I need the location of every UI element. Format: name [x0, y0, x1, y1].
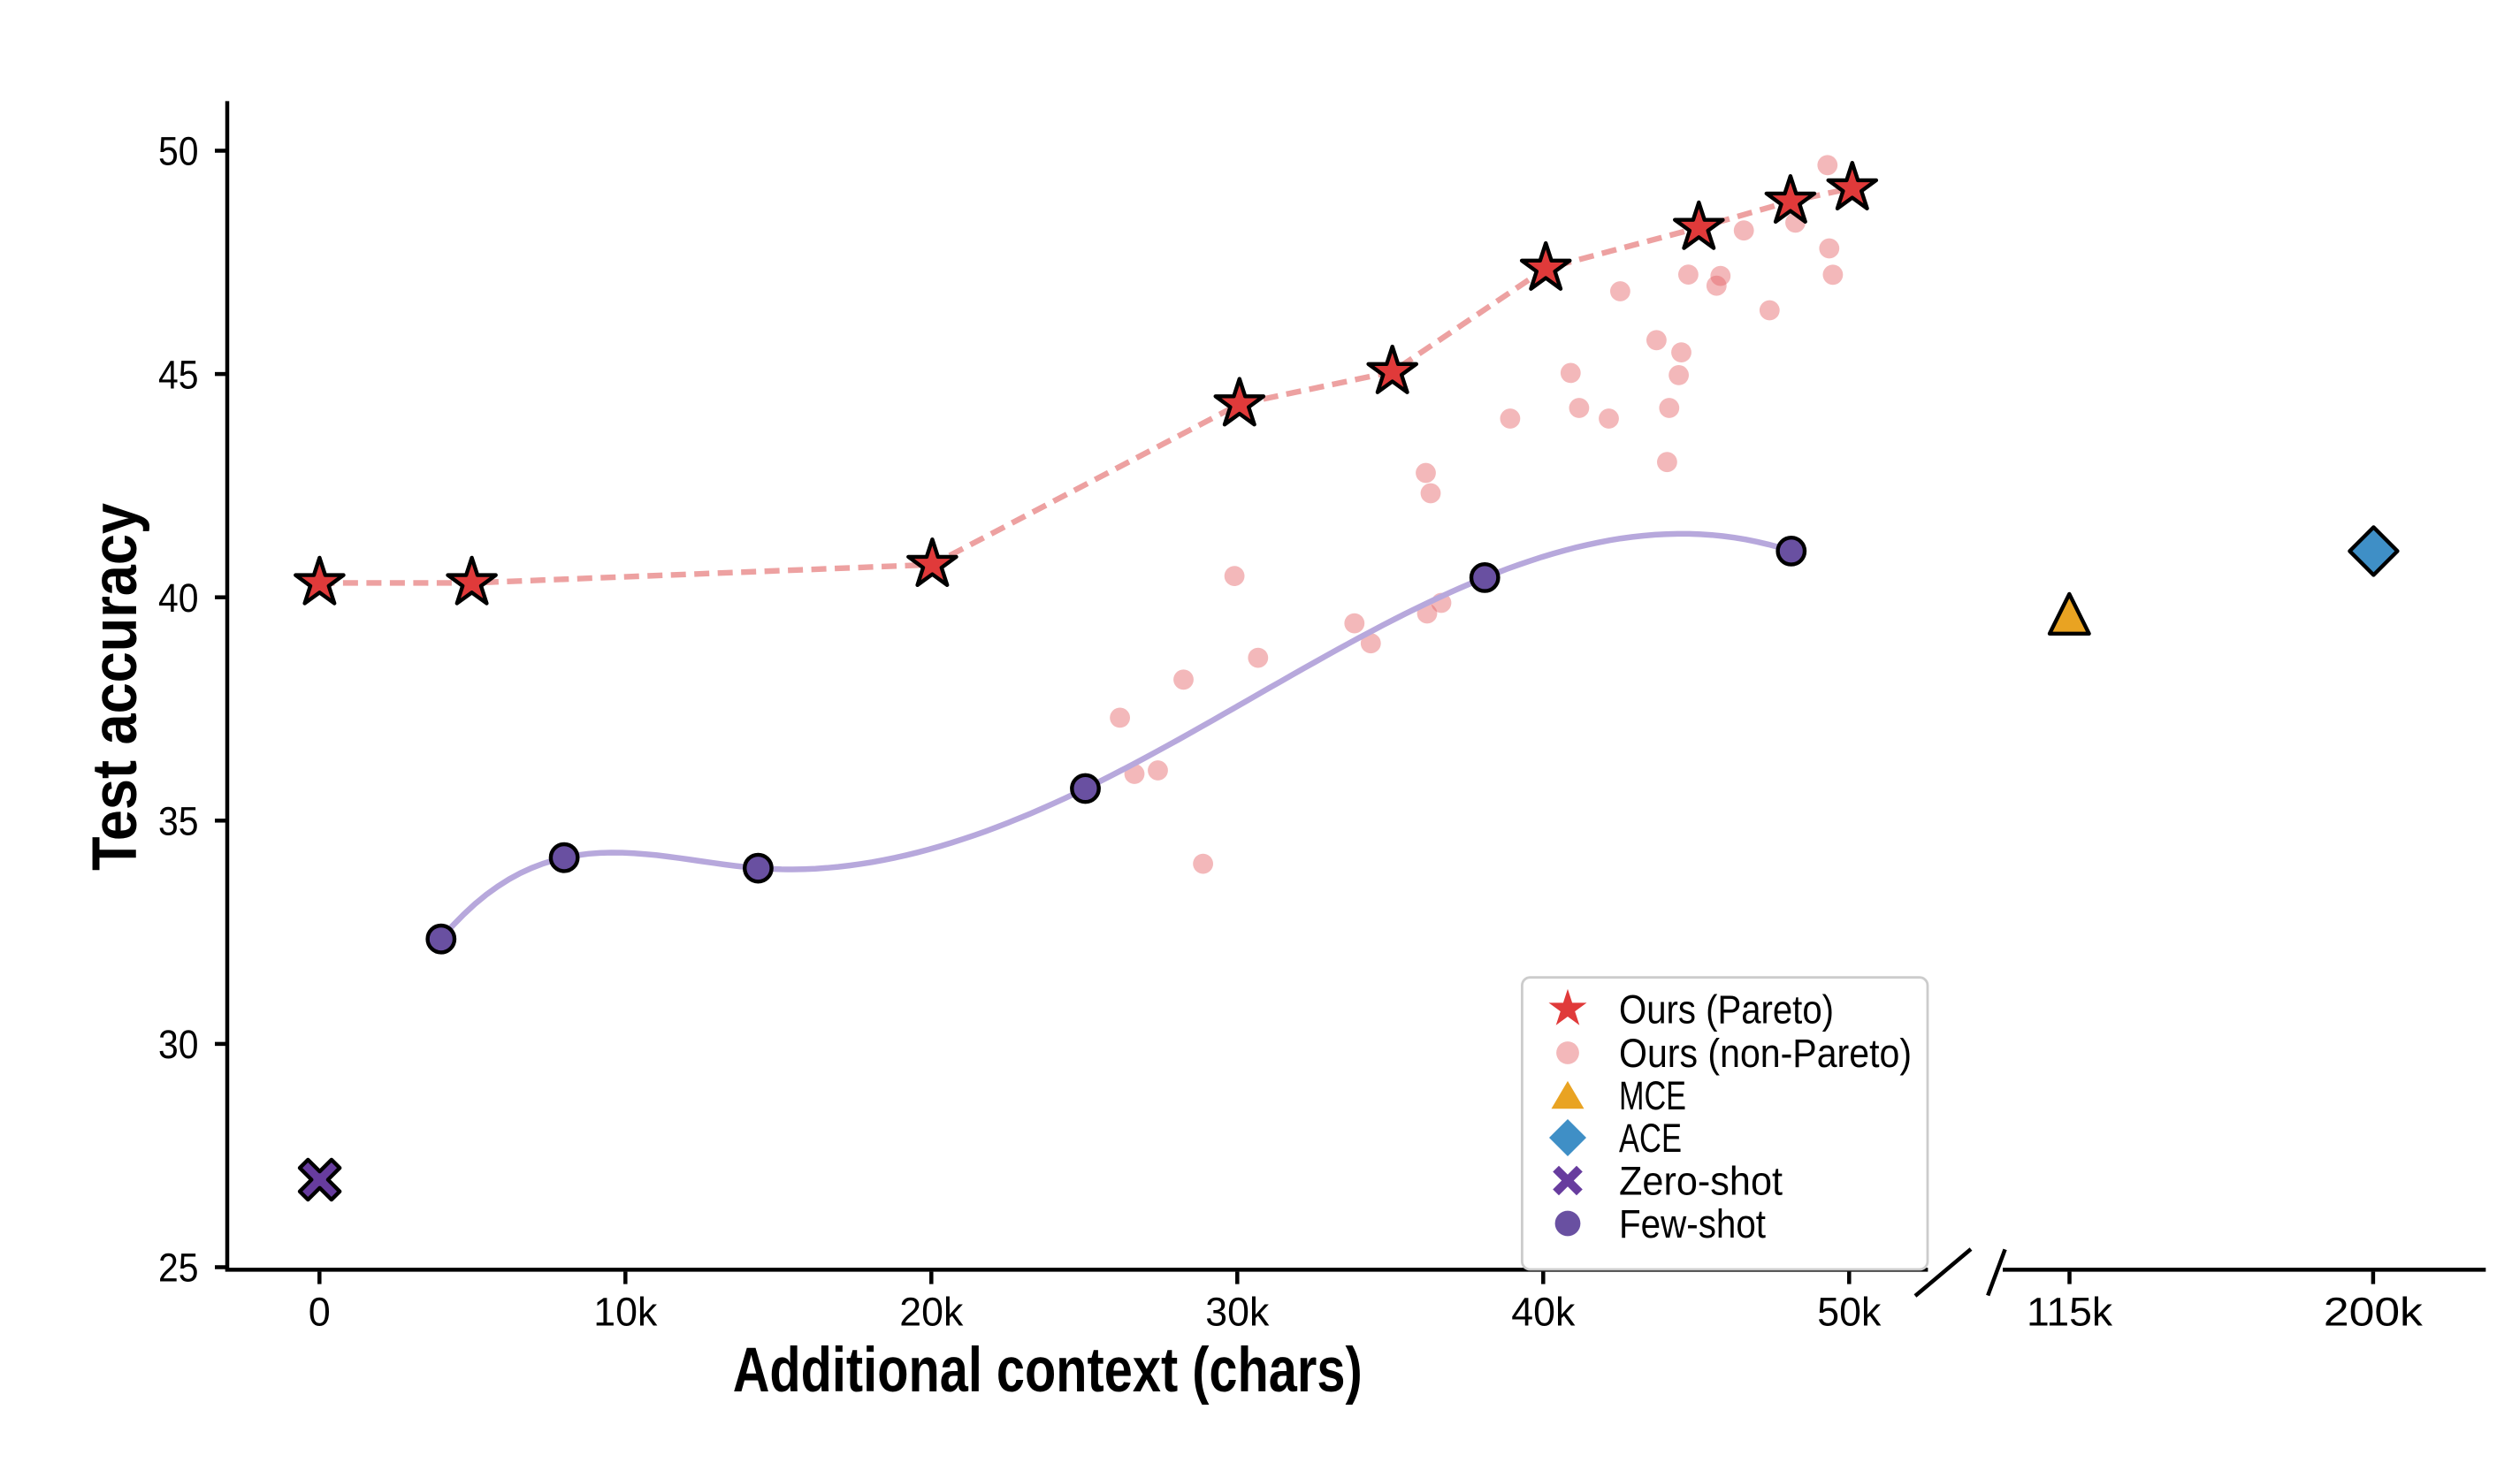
svg-text:200k: 200k: [2324, 1290, 2424, 1335]
svg-text:45: 45: [158, 352, 199, 397]
svg-text:30: 30: [158, 1022, 199, 1067]
svg-text:20k: 20k: [899, 1290, 963, 1335]
svg-text:Additional context (chars): Additional context (chars): [733, 1335, 1363, 1406]
svg-text:Ours (Pareto): Ours (Pareto): [1619, 987, 1834, 1032]
svg-text:Few-shot: Few-shot: [1619, 1201, 1766, 1246]
svg-text:Zero-shot: Zero-shot: [1619, 1159, 1783, 1204]
svg-text:115k: 115k: [2027, 1290, 2113, 1335]
svg-text:50k: 50k: [1817, 1290, 1881, 1335]
svg-text:ACE: ACE: [1619, 1116, 1682, 1161]
svg-text:50: 50: [158, 129, 199, 174]
svg-text:25: 25: [158, 1246, 199, 1291]
svg-text:30k: 30k: [1205, 1290, 1269, 1335]
svg-text:Test accuracy: Test accuracy: [80, 503, 150, 871]
svg-text:10k: 10k: [593, 1290, 657, 1335]
svg-text:40: 40: [158, 575, 199, 621]
svg-text:0: 0: [309, 1290, 331, 1335]
svg-text:MCE: MCE: [1619, 1073, 1686, 1118]
svg-text:Ours (non-Pareto): Ours (non-Pareto): [1619, 1031, 1912, 1076]
svg-text:35: 35: [158, 799, 199, 844]
svg-text:40k: 40k: [1511, 1290, 1575, 1335]
